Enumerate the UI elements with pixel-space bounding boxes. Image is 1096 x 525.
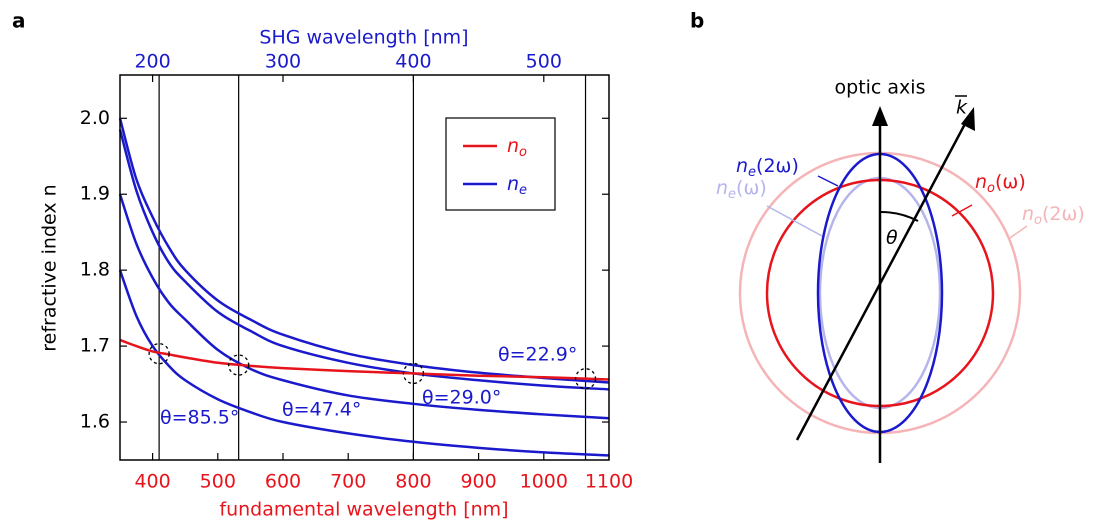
x2-tick-label: 400 (395, 51, 431, 73)
legend-sub: e (519, 183, 527, 198)
arrow-head (961, 107, 975, 131)
legend-sub: o (519, 145, 527, 160)
label-main: n (736, 155, 748, 177)
x-tick-label: 500 (200, 471, 236, 493)
x-tick-label: 700 (330, 471, 366, 493)
x-tick-label: 400 (134, 471, 170, 493)
x2-tick-label: 500 (526, 51, 562, 73)
leader (1009, 225, 1028, 239)
plot-frame (119, 74, 610, 461)
annotation: θ=29.0° (422, 387, 501, 409)
k-vector (795, 121, 968, 441)
x-tick-label: 1100 (585, 471, 633, 493)
legend-name: n (507, 135, 519, 157)
x-tick-label: 1000 (520, 471, 568, 493)
x2-tick-label: 300 (265, 51, 301, 73)
diagram (738, 95, 1028, 463)
panel-label: b (690, 9, 704, 33)
y-tick-label: 1.6 (80, 411, 110, 433)
label-sub: e (728, 187, 736, 202)
y-tick-label: 1.9 (80, 183, 110, 205)
x-axis-label: fundamental wavelength [nm] (219, 499, 508, 521)
curve (118, 269, 610, 457)
label-arg: (2ω) (1042, 203, 1085, 225)
panel-label: a (12, 9, 26, 33)
phase-match-marker (148, 343, 170, 365)
phase-match-marker (402, 362, 425, 385)
legend-label: no (507, 135, 527, 160)
curve (118, 193, 610, 420)
label-main: n (975, 171, 987, 193)
y-axis-label: refractive index n (39, 184, 61, 351)
label-main: n (1022, 203, 1034, 225)
y-tick-label: 1.8 (80, 259, 110, 281)
phase-match-marker (228, 354, 250, 376)
annotation: θ=22.9° (498, 344, 577, 366)
phase-match-marker (574, 368, 597, 390)
label-sub: e (748, 165, 756, 180)
curve-label: no(2ω) (1022, 203, 1085, 228)
annotation: θ=47.4° (282, 399, 361, 421)
x2-tick-label: 200 (134, 51, 170, 73)
axis-label: optic axis (835, 77, 926, 99)
angle-label: θ (886, 227, 898, 249)
label-main: n (716, 177, 728, 199)
annotation: θ=85.5° (160, 407, 239, 429)
x-tick-label: 900 (460, 471, 496, 493)
curve-label: ne(ω) (716, 177, 767, 202)
x-tick-label: 600 (265, 471, 301, 493)
leader (766, 205, 823, 237)
curve (118, 129, 610, 391)
y-tick-label: 2.0 (80, 107, 110, 129)
curve-label: ne(2ω) (736, 155, 799, 180)
angle-arc (879, 210, 919, 222)
curve-label: no(ω) (975, 171, 1026, 196)
label-sub: o (1034, 213, 1042, 228)
x2-axis-label: SHG wavelength [nm] (259, 27, 468, 49)
leader (817, 175, 839, 187)
label-arg: (ω) (995, 171, 1026, 193)
legend (445, 117, 556, 211)
leader (951, 204, 973, 217)
y-tick-label: 1.7 (80, 335, 110, 357)
arrow-head (872, 106, 888, 126)
curve (119, 338, 610, 381)
k-label: k (956, 97, 968, 119)
label-arg: (ω) (736, 177, 767, 199)
curve (118, 117, 610, 384)
legend-label: ne (507, 173, 527, 198)
x-tick-label: 800 (395, 471, 431, 493)
legend-name: n (507, 173, 519, 195)
label-arg: (2ω) (756, 155, 799, 177)
label-sub: o (987, 181, 995, 196)
